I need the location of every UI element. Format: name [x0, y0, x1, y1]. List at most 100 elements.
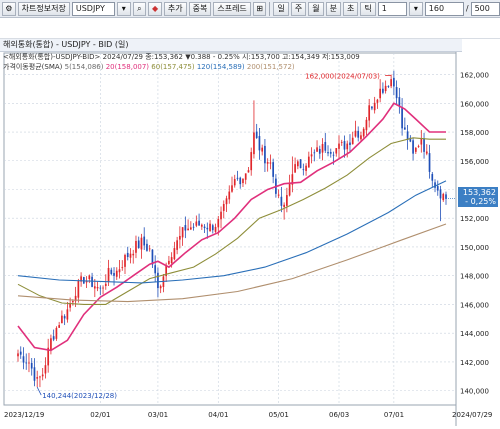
candle-body [365, 119, 368, 131]
candle-body [63, 316, 66, 319]
spread-button[interactable]: 스프레드 [213, 1, 251, 16]
candle-body [299, 159, 302, 169]
candle-body [58, 325, 61, 328]
x-tick-label: 03/01 [148, 411, 168, 419]
candle-body [313, 152, 316, 154]
candle-body [170, 257, 173, 264]
candle-body [332, 154, 335, 156]
candle-body [113, 273, 115, 276]
candle-body [165, 264, 168, 277]
candle-body [445, 194, 447, 199]
candle-body [428, 153, 431, 172]
candle-body [329, 152, 332, 154]
candle-body [52, 336, 55, 340]
add-button[interactable]: 추가 [163, 1, 187, 16]
candle-body [41, 374, 44, 377]
period-button-second[interactable]: 초 [342, 1, 359, 16]
candle-body [305, 165, 307, 171]
candlestick-chart[interactable]: 162,000160,000158,000156,000154,000152,0… [0, 39, 500, 426]
count-max-input[interactable]: 500 [470, 1, 500, 16]
period-button-week[interactable]: 주 [290, 1, 307, 16]
y-tick-label: 150,000 [460, 244, 489, 252]
period-button-day[interactable]: 일 [273, 1, 289, 16]
candle-body [398, 97, 401, 107]
candle-body [195, 221, 198, 226]
candle-body [102, 287, 104, 289]
y-tick-label: 144,000 [460, 330, 489, 338]
candle-body [168, 260, 170, 265]
candle-body [17, 353, 19, 357]
search-icon[interactable]: ⌕ [132, 1, 147, 16]
candle-body [425, 151, 428, 154]
chart-info-save-button[interactable]: 차트정보저장 [17, 1, 70, 16]
candle-body [242, 178, 244, 184]
candle-body [217, 219, 220, 228]
candle-body [395, 87, 398, 99]
candle-body [28, 362, 30, 364]
ma-item: 120(154,589) [196, 63, 245, 71]
gear-icon[interactable]: ⚙ [2, 1, 16, 16]
plot-frame [3, 52, 457, 406]
chart-title-strip [0, 18, 500, 39]
candle-body [393, 77, 395, 87]
moving-average-line-20 [17, 102, 446, 352]
candle-body [55, 327, 58, 339]
candle-body [277, 194, 280, 196]
candle-body [148, 248, 151, 250]
candle-body [371, 106, 373, 109]
candle-body [318, 148, 321, 154]
candle-body [77, 280, 80, 298]
period-button-tick[interactable]: 틱 [360, 1, 376, 16]
y-tick-label: 146,000 [460, 301, 489, 309]
count-input[interactable]: 160 [424, 1, 464, 16]
candle-body [137, 240, 140, 248]
candle-body [272, 162, 275, 177]
current-price-value: 153,362 [462, 188, 496, 197]
expand-icon[interactable]: ⊞ [252, 1, 267, 16]
y-tick-label: 140,000 [460, 388, 489, 396]
candle-body [233, 179, 236, 186]
candle-body [33, 367, 36, 381]
candle-body [132, 253, 135, 256]
high-annotation: 162,000(2024/07/03) [305, 73, 380, 81]
candle-body [239, 177, 242, 185]
symbol-input[interactable]: USDJPY [71, 1, 115, 16]
y-tick-label: 158,000 [460, 129, 489, 137]
candle-body [414, 147, 417, 152]
ma-item: 60(157,475) [151, 63, 195, 71]
x-tick-label: 04/01 [208, 411, 228, 419]
x-tick-label: 2024/07/29 [452, 411, 492, 419]
chart-area[interactable]: 162,000160,000158,000156,000154,000152,0… [0, 39, 500, 426]
ma-item: 20(158,007) [105, 63, 150, 71]
candle-body [126, 252, 129, 258]
overlay-button[interactable]: 중복 [188, 1, 212, 16]
candle-body [288, 183, 291, 196]
candle-body [384, 85, 387, 92]
candle-body [198, 220, 200, 226]
candle-body [294, 164, 296, 173]
color-icon[interactable]: ◆ [148, 1, 162, 16]
interval-input[interactable]: 1 [377, 1, 408, 16]
candle-body [283, 204, 285, 207]
candle-body [406, 131, 409, 140]
x-tick-label: 02/01 [90, 411, 110, 419]
period-button-minute[interactable]: 분 [325, 1, 341, 16]
dropdown-arrow-icon[interactable]: ▾ [409, 1, 423, 16]
candle-body [376, 99, 379, 103]
dropdown-arrow-icon[interactable]: ▾ [116, 1, 131, 16]
count-separator: / [465, 4, 469, 13]
candle-body [360, 135, 362, 140]
y-tick-label: 148,000 [460, 273, 489, 281]
period-button-month[interactable]: 월 [308, 1, 324, 16]
x-tick-label: 05/01 [269, 411, 289, 419]
candle-body [44, 365, 47, 374]
candle-body [203, 226, 206, 228]
y-tick-label: 160,000 [460, 100, 489, 108]
candle-body [50, 338, 52, 350]
candle-body [225, 198, 228, 205]
candle-body [266, 162, 269, 164]
candle-body [187, 228, 189, 231]
candle-body [354, 130, 357, 137]
candle-body [382, 88, 384, 93]
candle-body [91, 276, 93, 287]
